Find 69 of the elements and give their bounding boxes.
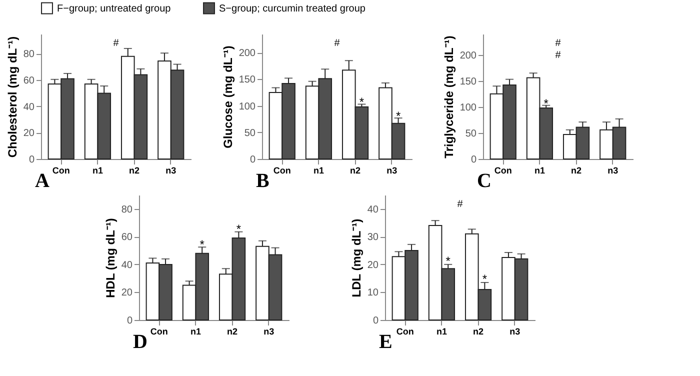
text: B [256,170,270,192]
x-tick-label: n1 [190,326,201,336]
y-tick-label: 80 [121,204,133,216]
x-tick-label: Con [273,166,291,176]
y-tick-label: 200 [238,48,256,60]
text: E [379,331,392,353]
annotation: # [457,199,464,210]
annotation: # [113,38,120,49]
text: A [35,170,50,192]
y-tick-label: 0 [250,154,256,166]
x-tick-label: n3 [264,326,274,336]
annotation: * [359,95,364,110]
annotation: # [334,38,340,49]
annotation: * [544,96,549,110]
annotation: * [200,237,205,252]
x-tick-label: n1 [313,166,324,176]
y-tick-label: 60 [23,76,35,87]
x-tick-label: Con [396,326,414,336]
y-tick-label: 50 [244,128,256,139]
y-axis-title: Triglyceride (mg dL⁻¹) [442,36,456,158]
legend-label: S−group; curcumin treated group [219,3,366,14]
y-axis-title: Cholesterol (mg dL⁻¹) [5,36,20,158]
y-tick-label: 40 [23,102,35,113]
y-tick-label: 20 [121,288,133,299]
x-tick-label: n1 [92,166,103,176]
y-tick-label: 20 [23,128,35,140]
x-tick-label: n2 [473,326,484,336]
annotation: * [446,254,451,268]
y-tick-label: 30 [367,232,379,244]
x-tick-label: n2 [227,326,238,336]
x-tick-label: n3 [386,166,398,176]
x-tick-label: n1 [534,166,545,176]
y-tick-label: 10 [367,288,379,299]
x-tick-label: Con [52,166,70,176]
y-tick-label: 150 [460,76,477,88]
x-tick-label: n2 [350,166,361,176]
y-tick-label: 40 [121,260,133,271]
text: C [477,170,492,192]
y-tick-label: 200 [460,50,477,62]
y-axis-title: Glucose (mg dL⁻¹) [220,46,235,148]
y-tick-label: 100 [460,102,477,114]
x-tick-label: n3 [166,166,176,176]
y-tick-label: 20 [367,260,379,271]
y-tick-label: 60 [121,232,133,244]
text: D [133,331,148,353]
annotation: * [396,109,401,124]
annotation: * [236,222,242,236]
y-tick-label: 100 [238,101,256,112]
y-tick-label: 0 [28,154,35,166]
x-tick-label: n1 [436,326,447,336]
y-axis-title: HDL (mg dL⁻¹) [103,218,118,298]
annotation: # [555,38,562,49]
y-tick-label: 0 [372,316,379,326]
y-tick-label: 50 [465,128,477,140]
x-tick-label: n3 [608,166,618,176]
y-axis-title: LDL (mg dL⁻¹) [349,218,364,298]
y-tick-label: 0 [470,154,477,166]
x-tick-label: n3 [510,326,520,336]
annotation: * [482,272,488,286]
x-tick-label: Con [150,326,168,336]
y-tick-label: 0 [126,316,133,326]
y-tick-label: 80 [23,49,35,60]
x-tick-label: n2 [571,166,582,176]
y-tick-label: 150 [238,74,256,86]
x-tick-label: n2 [129,166,140,176]
y-tick-label: 40 [367,204,379,216]
annotation: # [555,50,562,61]
x-tick-label: Con [494,166,512,176]
legend-label: F−group; untreated group [57,3,172,14]
